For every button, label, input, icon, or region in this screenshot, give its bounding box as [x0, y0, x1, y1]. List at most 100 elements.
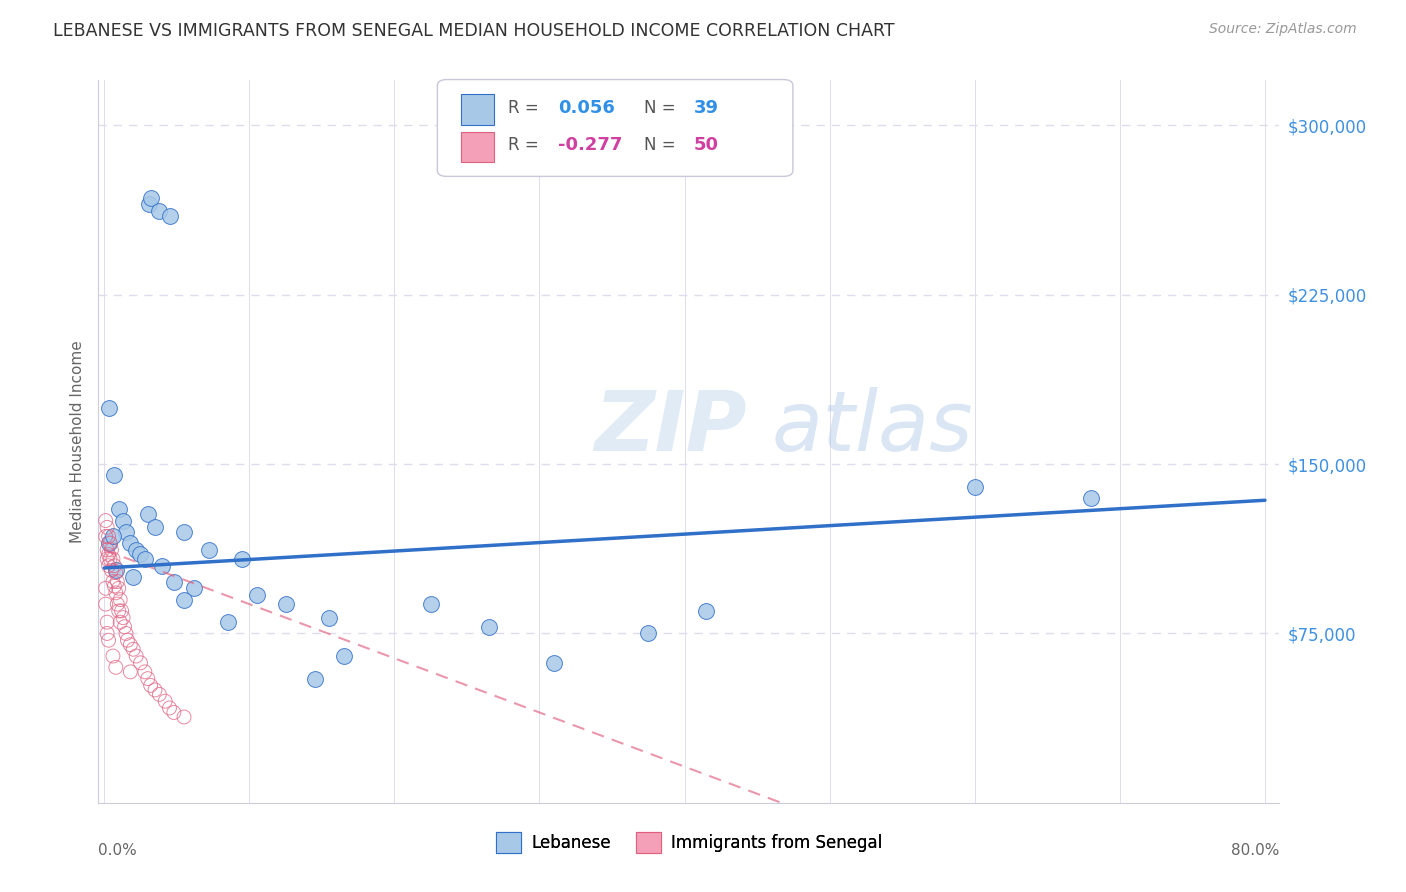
Point [97, 633, 120, 648]
Point [97, 401, 120, 415]
Point [148, 687, 170, 701]
Point [183, 582, 205, 596]
Point [96, 520, 118, 534]
Point [105, 597, 128, 611]
Y-axis label: Median Household Income: Median Household Income [70, 340, 86, 543]
Text: R =: R = [508, 136, 544, 154]
Text: N =: N = [644, 99, 681, 118]
Legend: Lebanese, Immigrants from Senegal: Lebanese, Immigrants from Senegal [489, 826, 889, 860]
Text: ZIP: ZIP [595, 386, 747, 467]
Point [304, 672, 326, 686]
Text: Source: ZipAtlas.com: Source: ZipAtlas.com [1209, 22, 1357, 37]
Point [97, 529, 120, 543]
Point [107, 502, 129, 516]
Point [148, 204, 170, 219]
Point [101, 648, 124, 663]
FancyBboxPatch shape [461, 132, 494, 162]
Point [150, 558, 173, 573]
Point [100, 563, 122, 577]
Point [105, 574, 128, 589]
Point [136, 507, 159, 521]
Point [478, 620, 501, 634]
Point [94, 529, 117, 543]
Point [274, 597, 297, 611]
Point [129, 656, 152, 670]
FancyBboxPatch shape [437, 79, 793, 177]
Text: -0.277: -0.277 [558, 136, 623, 154]
Point [163, 706, 186, 720]
Point [963, 480, 986, 494]
Point [159, 701, 181, 715]
Point [101, 529, 124, 543]
Text: 0.056: 0.056 [558, 99, 614, 118]
Point [125, 648, 148, 663]
Text: N =: N = [644, 136, 681, 154]
Point [122, 642, 145, 657]
Point [108, 592, 131, 607]
Text: atlas: atlas [772, 386, 973, 467]
Point [120, 638, 142, 652]
Point [120, 536, 142, 550]
Point [637, 626, 659, 640]
Point [217, 615, 239, 630]
Point [129, 548, 152, 562]
Point [139, 191, 162, 205]
Point [143, 520, 166, 534]
Text: 0.0%: 0.0% [98, 843, 138, 857]
Point [97, 536, 120, 550]
Point [695, 604, 717, 618]
Text: 50: 50 [693, 136, 718, 154]
Point [543, 656, 565, 670]
Point [139, 678, 162, 692]
Point [97, 548, 120, 562]
Point [134, 552, 156, 566]
Point [163, 574, 186, 589]
Point [94, 597, 117, 611]
Point [153, 694, 176, 708]
Point [117, 633, 139, 648]
Point [143, 682, 166, 697]
Point [134, 665, 156, 679]
Point [107, 604, 129, 618]
Point [103, 468, 125, 483]
Point [115, 524, 138, 539]
Text: LEBANESE VS IMMIGRANTS FROM SENEGAL MEDIAN HOUSEHOLD INCOME CORRELATION CHART: LEBANESE VS IMMIGRANTS FROM SENEGAL MEDI… [53, 22, 896, 40]
Text: 80.0%: 80.0% [1232, 843, 1279, 857]
Point [125, 542, 148, 557]
Point [104, 586, 127, 600]
Point [419, 597, 441, 611]
Point [100, 542, 122, 557]
Point [104, 660, 127, 674]
Point [173, 524, 195, 539]
Point [112, 514, 135, 528]
Point [173, 710, 195, 724]
Point [173, 592, 195, 607]
Point [104, 566, 127, 580]
Point [98, 552, 121, 566]
Point [231, 552, 253, 566]
Point [107, 582, 129, 596]
Point [103, 579, 125, 593]
Point [94, 582, 117, 596]
Point [101, 574, 124, 589]
Point [96, 552, 118, 566]
Text: 39: 39 [693, 99, 718, 118]
Point [96, 615, 118, 630]
Point [96, 626, 118, 640]
Point [111, 604, 134, 618]
Point [103, 558, 125, 573]
Point [104, 563, 127, 577]
Point [332, 648, 354, 663]
Point [114, 620, 136, 634]
Point [101, 552, 124, 566]
Point [98, 536, 121, 550]
Point [245, 588, 267, 602]
Point [197, 542, 219, 557]
Point [1080, 491, 1102, 505]
Point [96, 542, 118, 557]
Point [97, 558, 120, 573]
Point [115, 626, 138, 640]
Point [318, 610, 340, 624]
Point [120, 665, 142, 679]
Point [112, 610, 135, 624]
